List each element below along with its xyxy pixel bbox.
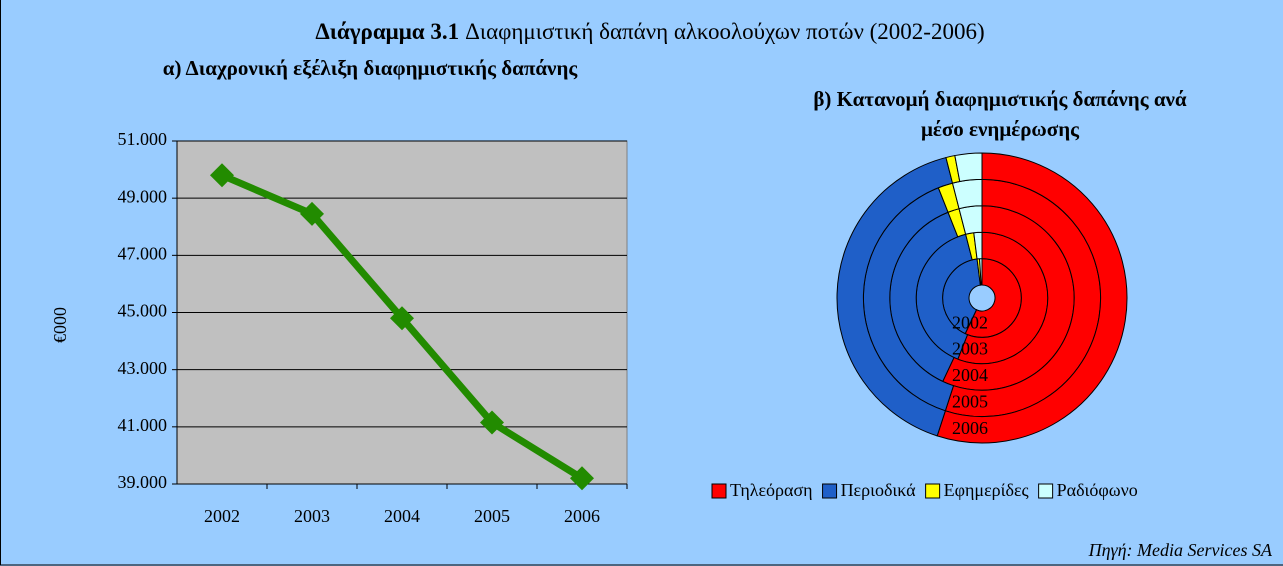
ring-label: 2005 bbox=[952, 392, 988, 412]
subtitle: β) Κατανομή διαφημιστικής δαπάνης ανά μέ… bbox=[813, 87, 1187, 141]
x-tick-label: 2002 bbox=[204, 506, 240, 526]
marker bbox=[480, 410, 504, 435]
ring-label: 2004 bbox=[952, 365, 988, 385]
x-tick-label: 2006 bbox=[564, 506, 600, 526]
donut-segment bbox=[936, 152, 1128, 444]
legend-swatch bbox=[1038, 483, 1054, 499]
title-text: Διαφημιστική δαπάνη αλκοολούχων ποτών (2… bbox=[465, 19, 985, 44]
ring-label: 2003 bbox=[952, 339, 988, 359]
x-tick-label: 2005 bbox=[474, 506, 510, 526]
x-tick-label: 2003 bbox=[294, 506, 330, 526]
figure-label: Διάγραμμα 3.1 bbox=[315, 19, 459, 44]
y-tick-label: 47.000 bbox=[118, 243, 168, 263]
chart-title: Διάγραμμα 3.1 Διαφημιστική δαπάνη αλκοολο… bbox=[315, 19, 984, 44]
ring-label: 2006 bbox=[952, 418, 988, 438]
legend-label: Περιοδικά bbox=[841, 480, 917, 500]
y-tick-label: 39.000 bbox=[118, 472, 168, 492]
legend-label: Τηλεόραση bbox=[730, 480, 813, 500]
source: Πηγή: Media Services SA bbox=[1088, 540, 1273, 560]
marker bbox=[570, 466, 594, 491]
y-tick-label: 45.000 bbox=[118, 301, 168, 321]
y-axis-label: €000 bbox=[50, 307, 70, 343]
y-tick-label: 41.000 bbox=[118, 415, 168, 435]
subtitle: α) Διαχρονική εξέλιξη διαφημιστικής δαπά… bbox=[163, 56, 579, 80]
y-tick-label: 51.000 bbox=[118, 129, 168, 149]
legend-swatch bbox=[822, 483, 838, 499]
legend-swatch bbox=[711, 483, 727, 499]
marker bbox=[300, 201, 324, 226]
legend-label: Ραδιόφωνο bbox=[1057, 480, 1138, 500]
x-tick-label: 2004 bbox=[384, 506, 420, 526]
marker bbox=[390, 306, 414, 331]
y-tick-label: 43.000 bbox=[118, 358, 168, 378]
marker bbox=[210, 163, 234, 188]
ring-label: 2002 bbox=[952, 312, 988, 332]
donut-segment bbox=[954, 152, 983, 183]
y-tick-label: 49.000 bbox=[118, 186, 168, 206]
legend-label: Εφημερίδες bbox=[944, 480, 1029, 500]
legend-swatch bbox=[925, 483, 941, 499]
